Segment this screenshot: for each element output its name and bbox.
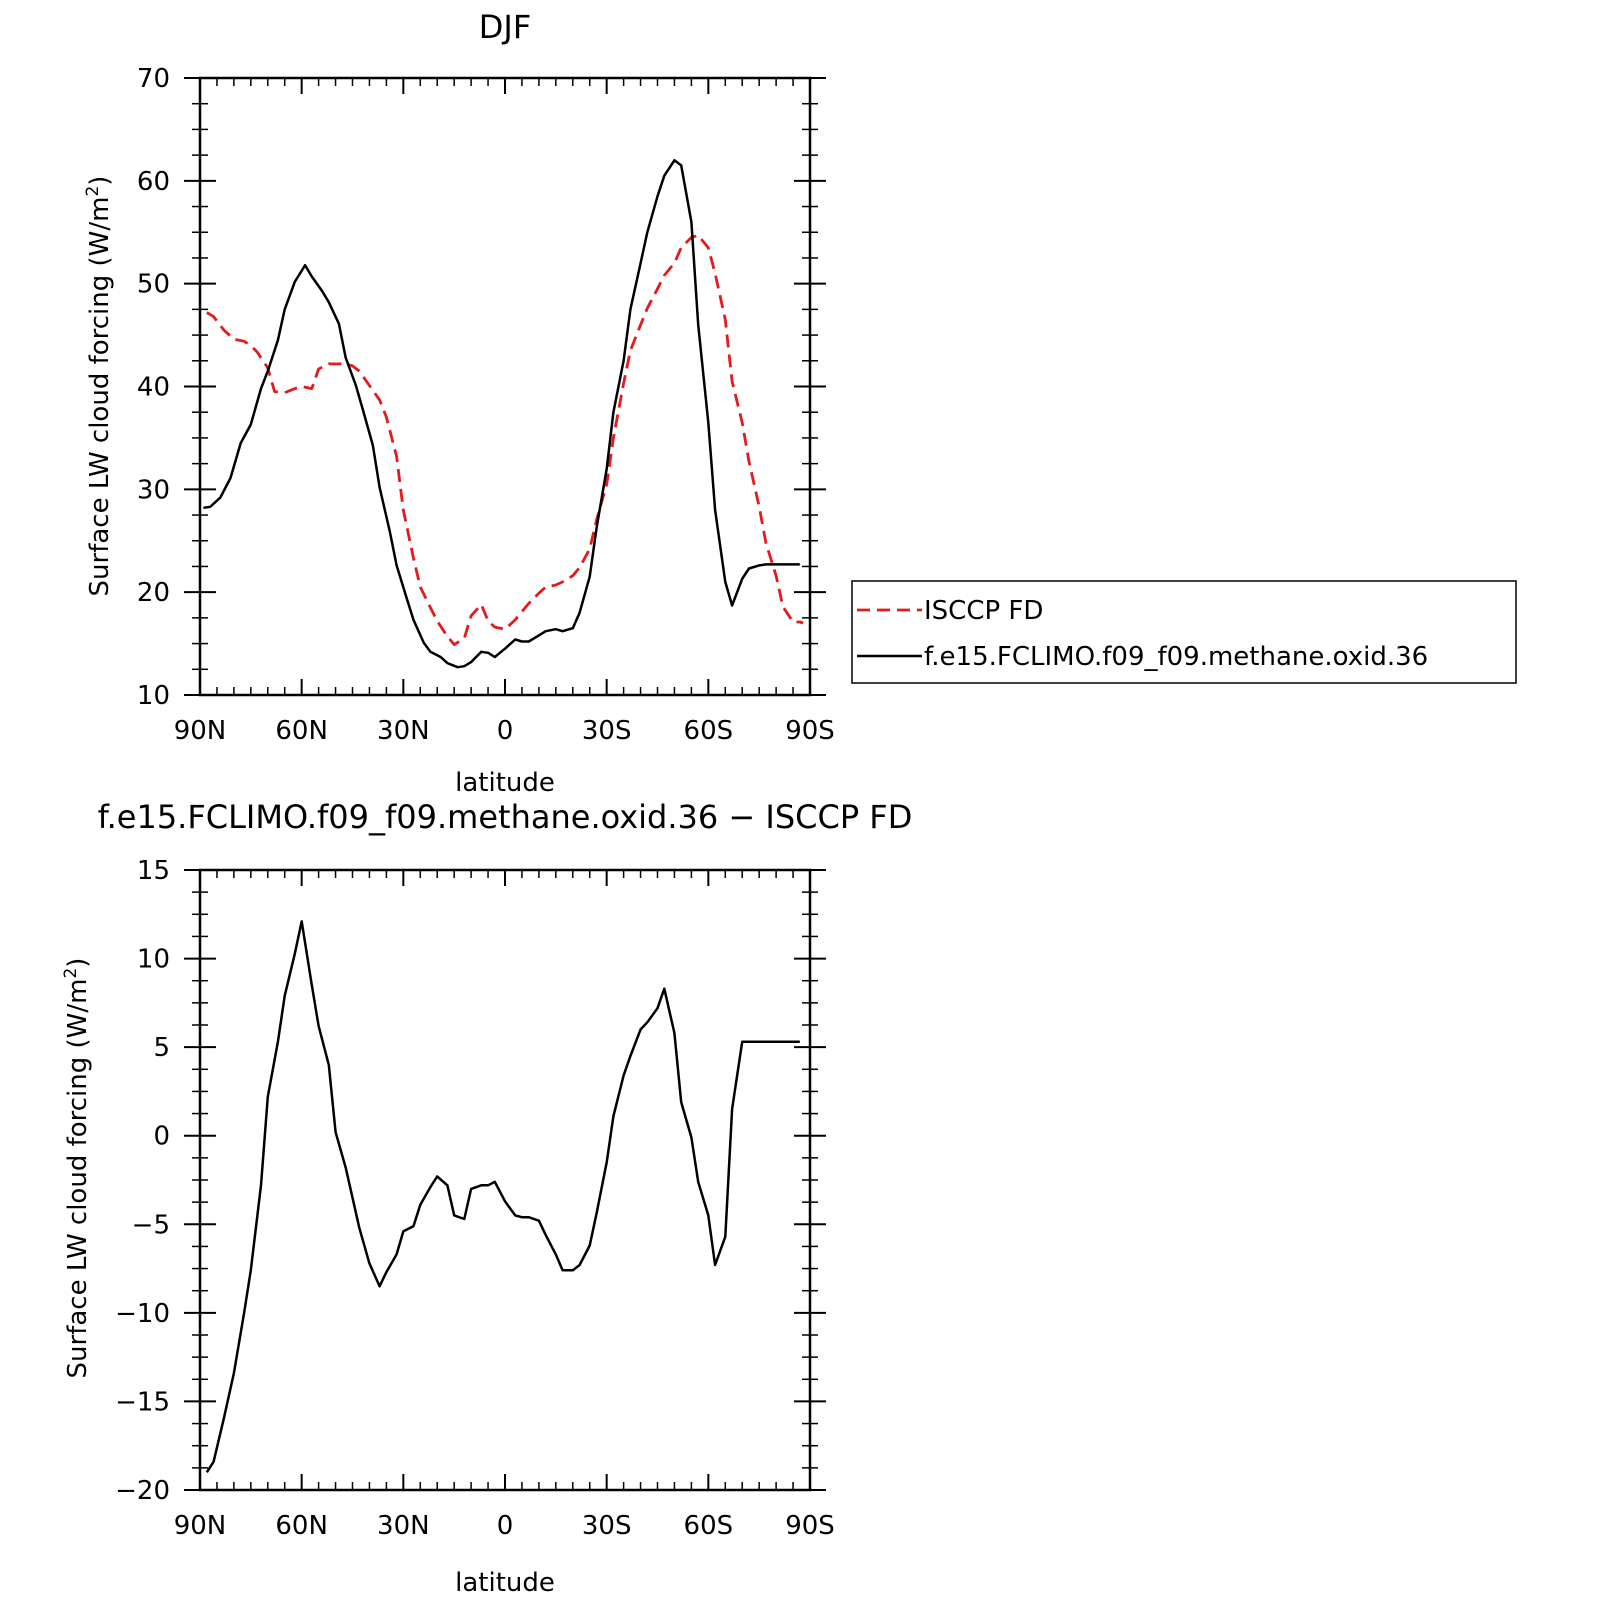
top-x-axis-label: latitude (455, 768, 555, 798)
bottom-y-tick-label: −20 (115, 1476, 170, 1506)
top-y-tick-label: 60 (137, 167, 170, 197)
legend-box (851, 580, 1517, 684)
top-x-tick-label: 90S (785, 716, 835, 746)
bottom-x-tick-label: 0 (497, 1511, 514, 1541)
bottom-y-tick-label: 10 (137, 945, 170, 975)
top-plot-frame (198, 76, 812, 697)
bottom-x-tick-label: 90N (174, 1511, 227, 1541)
top-y-tick-label: 10 (137, 681, 170, 711)
bottom-y-tick-label: −5 (132, 1210, 170, 1240)
top-x-tick-label: 60N (275, 716, 328, 746)
bottom-series-line-0 (205, 920, 800, 1473)
top-x-tick-label: 0 (497, 716, 514, 746)
legend-entry-isccp: ISCCP FD (857, 596, 1043, 626)
top-y-axis-label: Surface LW cloud forcing (W/m2) (83, 176, 115, 597)
legend: ISCCP FD f.e15.FCLIMO.f09_f09.methane.ox… (851, 580, 1517, 684)
top-series-line-1 (203, 159, 800, 669)
top-series-line-0 (206, 233, 804, 646)
bottom-y-tick-label: −10 (115, 1299, 170, 1329)
top-y-axis-label-main: Surface LW cloud forcing (W/m (85, 197, 115, 597)
legend-entry-model: f.e15.FCLIMO.f09_f09.methane.oxid.36 (857, 642, 1428, 672)
top-chart-title: DJF (479, 8, 531, 46)
bottom-x-tick-label: 60N (275, 1511, 328, 1541)
top-plot-area: 90N 60N 30N 0 30S 60S 90S 10 20 30 40 50 60 70 (137, 64, 835, 746)
bottom-y-axis-label: Surface LW cloud forcing (W/m2) (61, 958, 93, 1379)
top-x-tick-label: 30N (377, 716, 430, 746)
bottom-chart-title: f.e15.FCLIMO.f09_f09.methane.oxid.36 − I… (98, 798, 913, 836)
top-y-tick-label: 30 (137, 475, 170, 505)
top-chart-panel: DJF 90N 60N 30N 0 30S 60S 90S 10 20 30 40 50 60 70 la… (83, 8, 1517, 798)
bottom-plot-area: 90N 60N 30N 0 30S 60S 90S −20 −15 −10 −5 0 5 10 15 (115, 856, 835, 1541)
bottom-y-tick-label: 5 (153, 1033, 170, 1063)
bottom-y-axis-label-sup: 2 (61, 968, 81, 979)
top-y-tick-label: 40 (137, 373, 170, 403)
top-y-tick-label: 20 (137, 578, 170, 608)
top-x-tick-label: 90N (174, 716, 227, 746)
bottom-y-tick-label: 0 (153, 1122, 170, 1152)
bottom-x-axis-label: latitude (455, 1568, 555, 1598)
bottom-x-tick-label: 30S (582, 1511, 632, 1541)
top-x-tick-label: 60S (684, 716, 734, 746)
bottom-y-axis-label-main: Surface LW cloud forcing (W/m (63, 979, 93, 1379)
bottom-chart-panel: f.e15.FCLIMO.f09_f09.methane.oxid.36 − I… (61, 798, 912, 1598)
bottom-y-tick-label: −15 (115, 1387, 170, 1417)
top-x-tick-label: 30S (582, 716, 632, 746)
bottom-x-tick-label: 30N (377, 1511, 430, 1541)
legend-label-model: f.e15.FCLIMO.f09_f09.methane.oxid.36 (924, 642, 1428, 672)
top-y-tick-label: 70 (137, 64, 170, 94)
bottom-x-tick-label: 90S (785, 1511, 835, 1541)
bottom-y-tick-label: 15 (137, 856, 170, 886)
bottom-x-tick-label: 60S (684, 1511, 734, 1541)
bottom-y-axis-label-close: ) (63, 958, 93, 968)
top-y-axis-label-sup: 2 (83, 186, 103, 197)
legend-label-isccp: ISCCP FD (924, 596, 1043, 626)
top-y-tick-label: 50 (137, 270, 170, 300)
top-y-axis-label-close: ) (85, 176, 115, 186)
